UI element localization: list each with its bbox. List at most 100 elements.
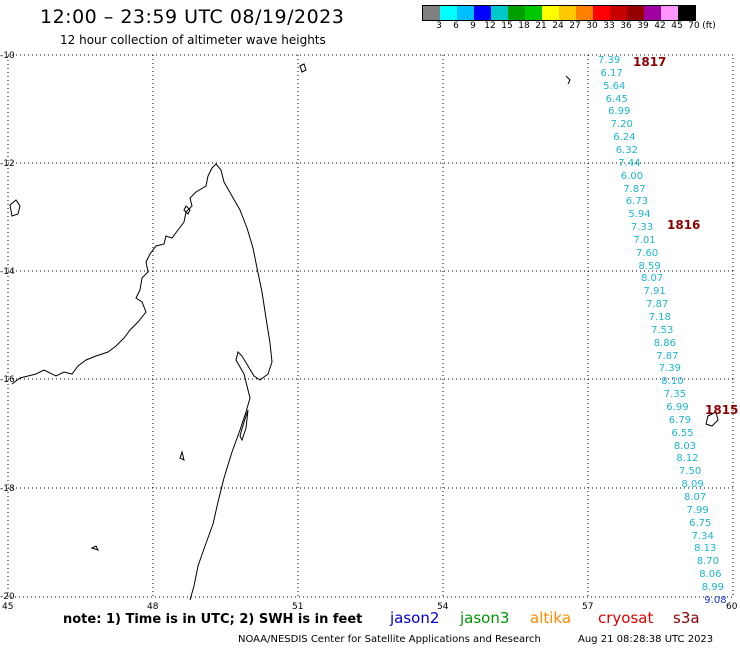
lat-label: -12 — [0, 159, 15, 169]
wave-height-reading: 7.44 — [618, 157, 641, 169]
wave-height-reading: 6.55 — [671, 427, 694, 439]
satellite-label-s3a: s3a — [673, 609, 700, 627]
legend-label: 3 — [436, 21, 442, 31]
wave-height-reading: 8.12 — [676, 453, 699, 465]
legend-label: 9 — [470, 21, 476, 31]
wave-height-reading: 6.99 — [608, 106, 631, 118]
wave-height-reading: 7.20 — [610, 119, 633, 131]
satellite-label-jason3: jason3 — [460, 609, 510, 627]
nosy-be-island — [183, 205, 191, 215]
legend-swatch — [423, 6, 440, 20]
legend-swatch — [644, 6, 661, 20]
lat-label: -18 — [0, 484, 15, 494]
wave-height-reading: 6.73 — [625, 196, 649, 208]
wave-height-reading: 8.03 — [673, 440, 697, 452]
legend-swatch — [678, 6, 695, 20]
wave-height-reading: 8.99 — [701, 581, 724, 593]
lat-label: -16 — [0, 375, 15, 385]
lat-label: -10 — [0, 51, 15, 61]
lat-label: -20 — [0, 592, 15, 602]
wave-height-reading: 5.64 — [603, 80, 626, 92]
legend-label: 6 — [453, 21, 459, 31]
wave-height-reading: 7.18 — [648, 312, 671, 323]
satellite-label-cryosat: cryosat — [598, 609, 654, 627]
lon-label: 48 — [147, 602, 159, 612]
legend-label: 21 — [535, 21, 547, 31]
wave-height-reading: 7.87 — [623, 183, 646, 195]
legend-swatch — [627, 6, 644, 20]
legend-label: 36 — [620, 21, 632, 31]
wave-height-reading: 6.45 — [605, 93, 628, 105]
credit-text: NOAA/NESDIS Center for Satellite Applica… — [238, 634, 541, 645]
legend-label: 18 — [518, 21, 530, 31]
legend-label: 33 — [603, 21, 615, 31]
graticule — [8, 55, 733, 597]
map-frame — [7, 54, 734, 598]
pass-label: 1816 — [667, 218, 701, 232]
wave-height-reading: 7.99 — [686, 504, 709, 516]
legend-swatch — [576, 6, 593, 20]
wave-height-reading: 7.91 — [643, 286, 666, 298]
lon-label: 60 — [726, 602, 738, 612]
pass-label: 1815 — [705, 403, 739, 417]
legend-label: 24 — [552, 21, 564, 31]
wave-height-reading: 8.13 — [694, 543, 717, 555]
wave-height-reading: 9.08 — [704, 594, 727, 606]
legend-label: 42 — [654, 21, 666, 31]
legend-label: 27 — [569, 21, 581, 31]
wave-height-reading: 8.86 — [653, 337, 676, 349]
lon-label: 54 — [437, 602, 449, 612]
footer-note: note: 1) Time is in UTC; 2) SWH is in fe… — [63, 612, 363, 627]
legend-swatch — [474, 6, 491, 20]
wave-height-reading: 7.34 — [691, 530, 714, 542]
wave-height-reading: 8.59 — [638, 260, 661, 272]
wave-height-reading: 7.39 — [598, 55, 621, 66]
wave-height-reading: 6.32 — [615, 144, 638, 156]
legend-label: 45 — [671, 21, 683, 31]
legend-swatch — [610, 6, 627, 20]
wave-height-reading: 7.60 — [636, 247, 659, 259]
wave-height-reading: 7.01 — [633, 234, 656, 246]
legend-swatch — [542, 6, 559, 20]
legend-swatch — [508, 6, 525, 20]
islet-3 — [179, 450, 185, 461]
wave-height-reading: 8.10 — [661, 376, 684, 388]
legend-swatch — [661, 6, 678, 20]
wave-height-reading: 7.39 — [658, 363, 681, 375]
wave-height-reading: 6.17 — [600, 67, 623, 79]
legend-label: 70 — [688, 21, 700, 31]
wave-height-reading: 6.24 — [613, 132, 636, 144]
madagascar-coastline — [11, 163, 273, 601]
satellite-label-jason2: jason2 — [390, 609, 440, 627]
wave-height-reading: 7.87 — [646, 299, 669, 311]
wave-height-reading: 8.06 — [699, 569, 722, 580]
color-scale-legend — [422, 5, 696, 21]
wave-height-reading: 7.33 — [630, 222, 654, 233]
legend-label: 12 — [484, 21, 496, 31]
legend-label: (ft) — [702, 21, 716, 31]
lat-label: -14 — [0, 267, 15, 277]
mahe-islet — [299, 63, 307, 73]
satellite-label-altika: altika — [530, 609, 572, 627]
islet-2 — [565, 75, 571, 85]
islet-4 — [90, 545, 99, 551]
wave-height-reading: 6.75 — [689, 517, 712, 529]
lon-label: 51 — [292, 602, 304, 612]
wave-height-reading: 6.79 — [668, 414, 692, 426]
wave-height-reading: 7.87 — [656, 350, 679, 362]
wave-height-reading: 8.09 — [681, 479, 704, 491]
map-title: 12:00 – 23:59 UTC 08/19/2023 — [40, 6, 345, 28]
legend-label: 30 — [586, 21, 598, 31]
islet-1 — [9, 199, 21, 217]
lon-label: 45 — [2, 602, 14, 612]
legend-swatch — [491, 6, 508, 20]
wave-height-reading: 8.07 — [684, 491, 707, 503]
legend-label: 39 — [637, 21, 649, 31]
legend-swatch — [593, 6, 610, 20]
generated-timestamp: Aug 21 08:28:38 UTC 2023 — [578, 634, 714, 645]
wave-height-reading: 8.07 — [641, 273, 664, 285]
wave-height-reading: 7.53 — [651, 324, 674, 336]
legend-swatch — [440, 6, 457, 20]
wave-height-reading: 8.70 — [696, 556, 719, 568]
pass-label: 1817 — [633, 55, 667, 69]
